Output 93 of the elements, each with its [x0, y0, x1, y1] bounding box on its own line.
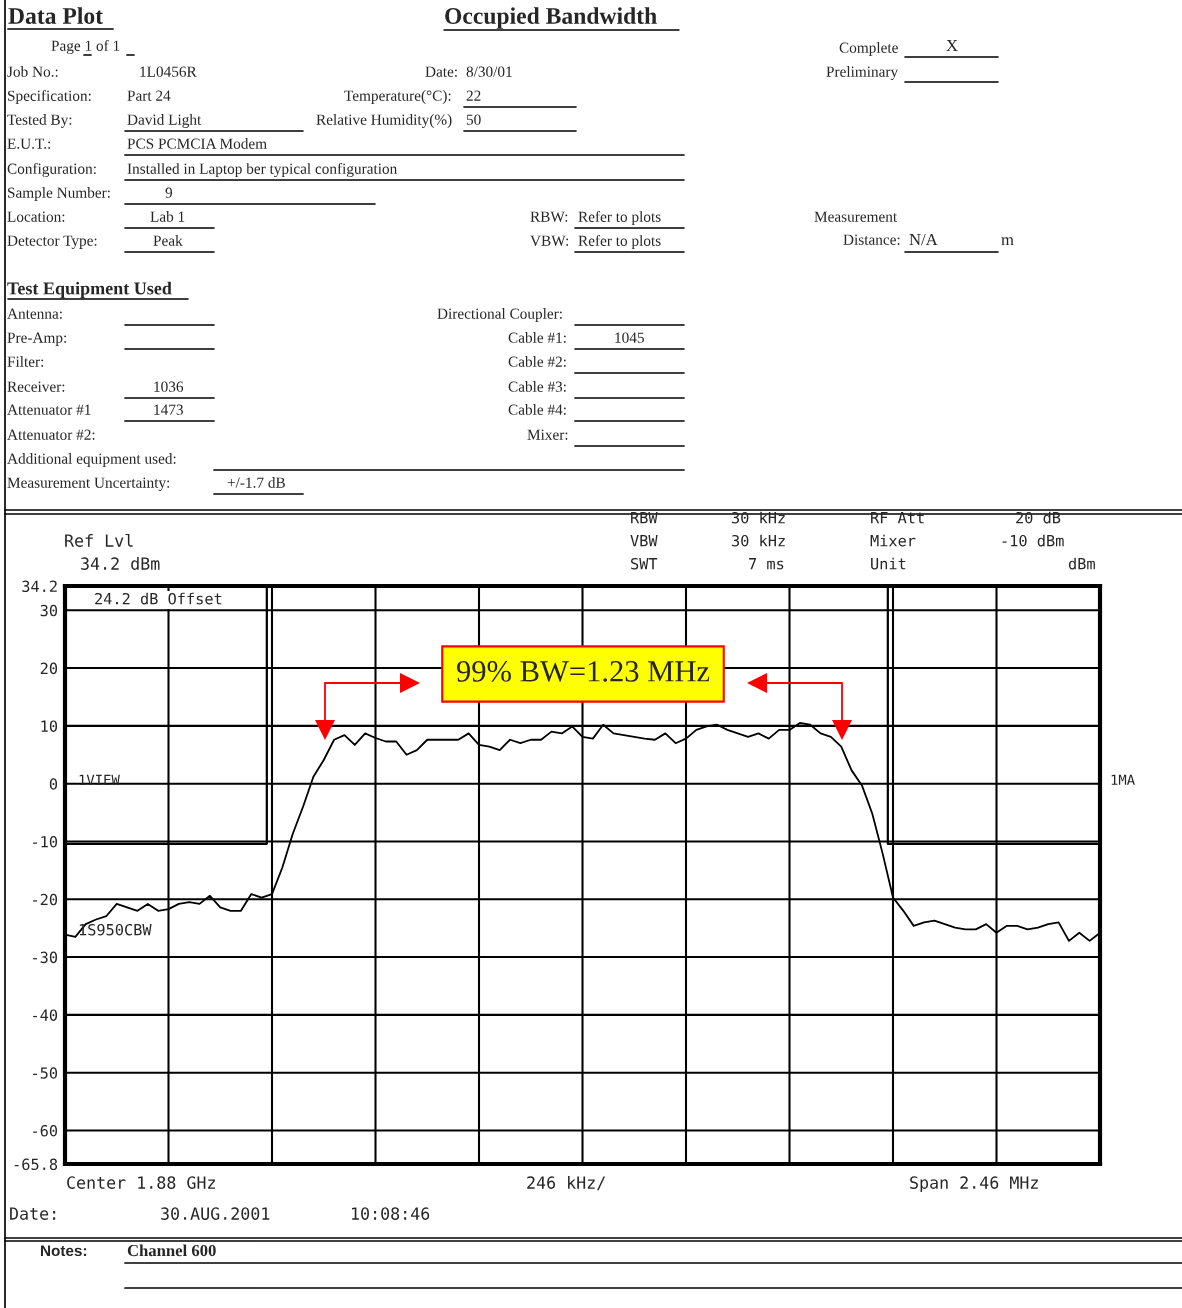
text: Test Equipment Used — [7, 281, 172, 299]
text: 34.2 dBm — [81, 556, 160, 570]
annotation: 24.2 dB Offset — [95, 592, 222, 605]
y-tick-label: -10 — [33, 835, 58, 848]
y-tick-label: -65.8 — [14, 1158, 58, 1171]
text: 1036 — [154, 381, 184, 392]
text: Date: — [10, 1207, 56, 1220]
text: -10 dBm — [1002, 534, 1064, 547]
text: Span 2.46 MHz — [910, 1176, 1038, 1193]
text: VBW: — [530, 235, 569, 246]
text: 1MA — [1111, 774, 1135, 785]
annotation: 99% BW=1.23 MHz — [456, 661, 710, 682]
text: Cable #1: — [508, 332, 566, 343]
text: Installed in Laptop ber typical configuration — [127, 162, 398, 178]
text: Cable #4: — [508, 404, 566, 415]
text: Measurement — [814, 211, 898, 222]
y-tick-label: -50 — [33, 1067, 58, 1079]
text: Temperature(°C): — [344, 90, 451, 104]
text: Complete — [839, 42, 898, 56]
text: Center 1.88 GHz — [67, 1176, 215, 1189]
text: Mixer — [870, 534, 916, 547]
y-tick-label: -40 — [33, 1009, 58, 1021]
y-tick-label: 30 — [40, 604, 58, 617]
text: Part 24 — [127, 90, 171, 101]
text: Peak — [153, 235, 183, 246]
text: RBW: — [530, 211, 568, 222]
text: Sample Number: — [8, 187, 110, 201]
text: 30 kHz — [732, 534, 785, 547]
y-tick-label: 0 — [49, 778, 58, 790]
y-tick-label: -20 — [33, 893, 58, 906]
text: Channel 600 — [127, 1244, 216, 1257]
text: Date: — [425, 66, 457, 77]
text: Directional Coupler: — [437, 308, 562, 322]
text: Receiver: — [7, 381, 65, 392]
text: Mixer: — [527, 429, 568, 440]
y-tick-label: 34.2 — [22, 580, 57, 593]
text: 20 dB — [1016, 511, 1061, 524]
text: RBW — [631, 512, 658, 524]
text: VBW — [630, 535, 658, 547]
text: Measurement Uncertainty: — [7, 477, 170, 491]
text: Page 1 of 1 — [51, 39, 120, 55]
text: RF Att — [871, 512, 924, 524]
text: 9 — [165, 187, 173, 198]
text: 22 — [466, 90, 481, 101]
text: 1473 — [154, 404, 183, 415]
text: Preliminary — [826, 66, 899, 80]
text: Refer to plots — [578, 210, 661, 226]
text: Filter: — [7, 356, 44, 367]
text: Antenna: — [7, 308, 62, 319]
y-tick-label: -60 — [33, 1124, 58, 1137]
text: Notes: — [41, 1245, 87, 1257]
chart-title: Occupied Bandwidth — [445, 7, 657, 29]
text: 10:08:46 — [352, 1207, 430, 1220]
text: Cable #2: — [508, 356, 566, 367]
text: Pre-Amp: — [7, 332, 67, 346]
y-tick-label: 10 — [41, 720, 58, 732]
text: 1L0456R — [140, 66, 197, 77]
text: Distance: — [843, 234, 900, 245]
annotation: 1VIEW — [79, 774, 120, 785]
text: +/-1.7 dB — [227, 477, 285, 488]
text: Cable #3: — [508, 381, 566, 392]
text: N/A — [909, 234, 938, 246]
text: Job No.: — [7, 66, 58, 77]
text: Refer to plots — [578, 234, 661, 250]
text: SWT — [631, 557, 658, 570]
text: Detector Type: — [7, 235, 97, 249]
text: Ref Lvl — [65, 533, 133, 547]
y-tick-label: 20 — [40, 662, 58, 675]
text: 50 — [466, 114, 481, 125]
text: PCS PCMCIA Modem — [127, 138, 267, 149]
text: Unit — [871, 557, 906, 570]
text: Data Plot — [8, 7, 103, 24]
text: dBm — [1068, 557, 1095, 570]
text: m — [1001, 237, 1014, 246]
text: Tested By: — [7, 114, 72, 128]
text: Lab 1 — [150, 211, 185, 222]
text: 30 kHz — [732, 511, 785, 524]
text: 8/30/01 — [466, 66, 512, 77]
text: Configuration: — [7, 162, 96, 178]
text: Location: — [7, 211, 65, 222]
text: Attenuator #1 — [7, 404, 91, 415]
text: X — [946, 40, 958, 52]
text: Additional equipment used: — [7, 453, 176, 467]
text: David Light — [127, 114, 202, 128]
text: 246 kHz/ — [527, 1175, 606, 1191]
text: E.U.T.: — [7, 138, 51, 149]
y-tick-label: -30 — [33, 951, 58, 964]
text: 7 ms — [749, 558, 784, 570]
text: Specification: — [8, 89, 91, 105]
text: 30.AUG.2001 — [161, 1207, 270, 1220]
text: Attenuator #2: — [7, 429, 95, 440]
text: Relative Humidity(%) — [316, 114, 452, 128]
text: 1045 — [615, 332, 644, 343]
